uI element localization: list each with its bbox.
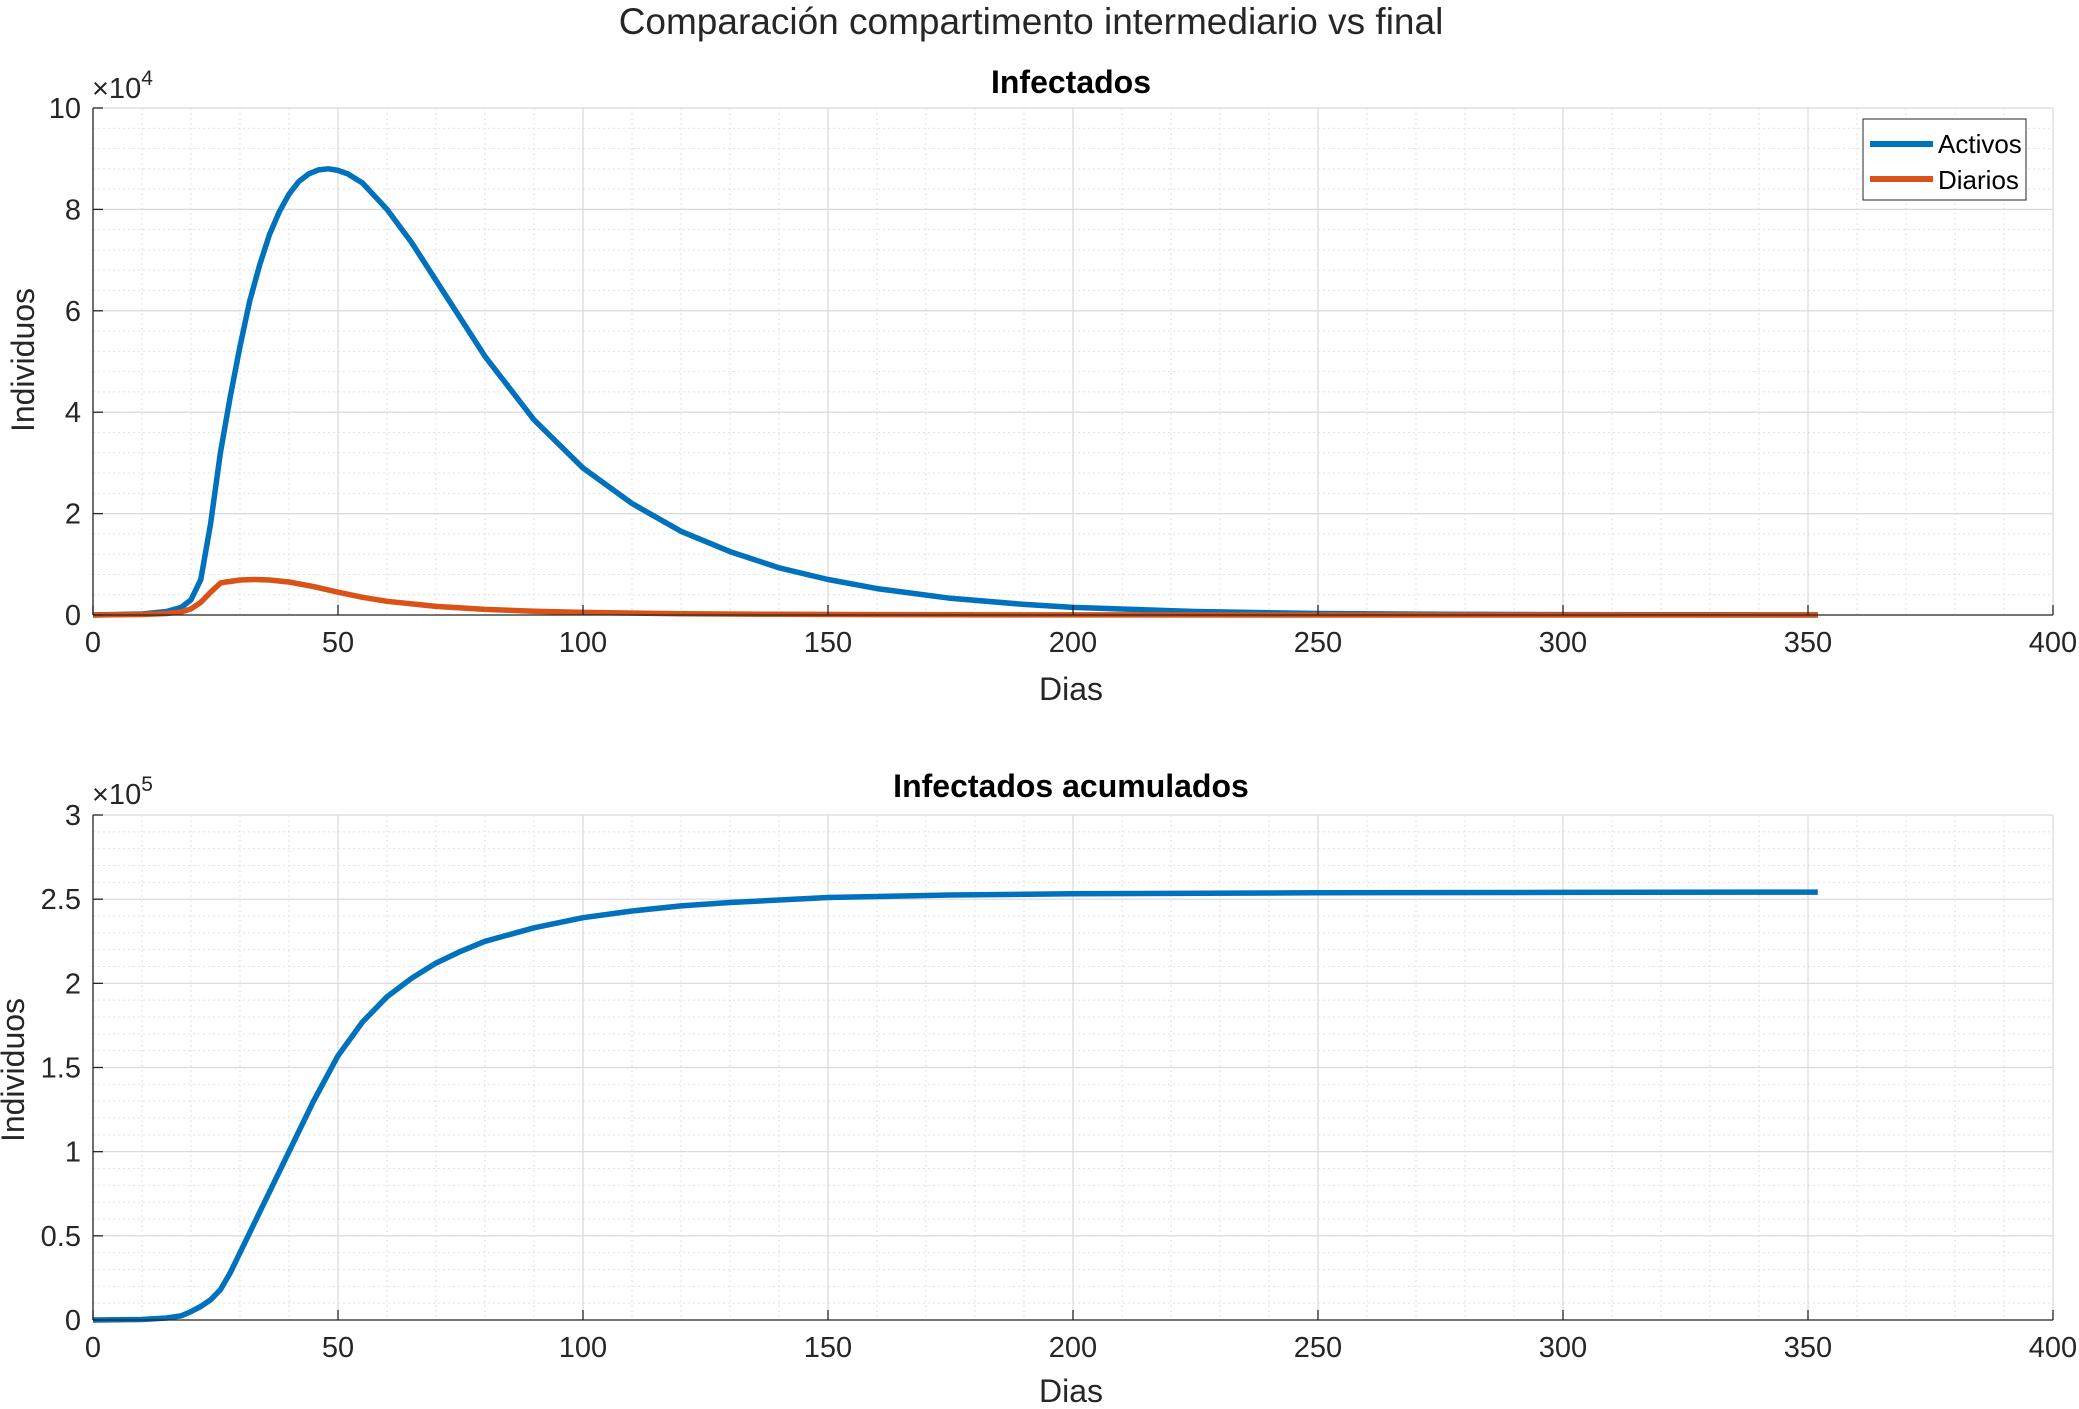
y-tick-label: 6 <box>65 296 81 328</box>
x-tick-labels: 0 50 100 150 200 250 300 350 400 <box>85 1332 2077 1364</box>
x-tick-labels: 0 50 100 150 200 250 300 350 400 <box>85 627 2077 659</box>
x-tick-label: 150 <box>804 627 852 659</box>
y-axis-exponent: ×105 <box>92 773 153 811</box>
x-tick-label: 250 <box>1294 1332 1342 1364</box>
chart-title: Infectados <box>991 64 1151 100</box>
y-exponent-power: 4 <box>141 67 153 90</box>
legend-box <box>1862 118 2027 201</box>
legend-label-diarios: Diarios <box>1938 165 2019 195</box>
y-tick-label: 0 <box>65 1305 81 1337</box>
chart-title: Infectados acumulados <box>893 768 1249 804</box>
x-axis-label: Dias <box>1039 671 1103 707</box>
x-tick-label: 200 <box>1049 627 1097 659</box>
y-tick-label: 0.5 <box>41 1221 81 1253</box>
series-line-0 <box>92 166 1818 618</box>
x-tick-label: 100 <box>559 627 607 659</box>
y-tick-label: 1 <box>65 1137 81 1169</box>
y-tick-label: 10 <box>49 93 81 125</box>
x-tick-label: 200 <box>1049 1332 1097 1364</box>
axes-frame <box>92 107 2054 616</box>
chart-infectados: 0 50 100 150 200 250 300 350 400 0 2 4 6 8 10 Infecta… <box>5 64 2077 707</box>
y-tick-labels: 0 0.5 1 1.5 2 2.5 3 <box>41 800 81 1337</box>
x-tick-label: 250 <box>1294 627 1342 659</box>
x-tick-label: 100 <box>559 1332 607 1364</box>
x-tick-label: 350 <box>1784 1332 1832 1364</box>
x-tick-label: 50 <box>322 627 354 659</box>
y-exponent-base: ×10 <box>92 73 141 105</box>
x-tick-label: 150 <box>804 1332 852 1364</box>
y-exponent-power: 5 <box>141 773 153 796</box>
y-tick-label: 1.5 <box>41 1053 81 1085</box>
x-tick-label: 0 <box>85 627 101 659</box>
chart-infectados-acumulados: 0 50 100 150 200 250 300 350 400 0 0.5 1 1.5 2 2.5 3 I… <box>0 768 2077 1409</box>
series-layer <box>92 889 1818 1323</box>
x-axis-label: Dias <box>1039 1373 1103 1409</box>
x-tick-label: 50 <box>322 1332 354 1364</box>
y-axis-exponent: ×104 <box>92 67 153 105</box>
series-line-0 <box>92 889 1818 1323</box>
axes-frame <box>92 814 2054 1321</box>
x-tick-label: 300 <box>1539 627 1587 659</box>
y-tick-label: 2.5 <box>41 884 81 916</box>
y-tick-labels: 0 2 4 6 8 10 <box>49 93 81 632</box>
figure-title: Comparación compartimento intermediario … <box>619 1 1444 42</box>
y-tick-label: 0 <box>65 600 81 632</box>
x-tick-label: 400 <box>2029 1332 2077 1364</box>
y-exponent-base: ×10 <box>92 779 141 811</box>
y-tick-label: 8 <box>65 194 81 226</box>
x-tick-label: 300 <box>1539 1332 1587 1364</box>
y-axis-label: Individuos <box>5 288 41 432</box>
x-tick-label: 0 <box>85 1332 101 1364</box>
legend-label-activos: Activos <box>1938 129 2022 159</box>
y-tick-label: 2 <box>65 968 81 1000</box>
x-tick-label: 350 <box>1784 627 1832 659</box>
y-tick-label: 2 <box>65 499 81 531</box>
y-axis-label: Individuos <box>0 998 31 1142</box>
x-tick-label: 400 <box>2029 627 2077 659</box>
y-tick-label: 4 <box>65 397 81 429</box>
legend: Activos Diarios <box>1862 118 2027 201</box>
y-tick-label: 3 <box>65 800 81 832</box>
